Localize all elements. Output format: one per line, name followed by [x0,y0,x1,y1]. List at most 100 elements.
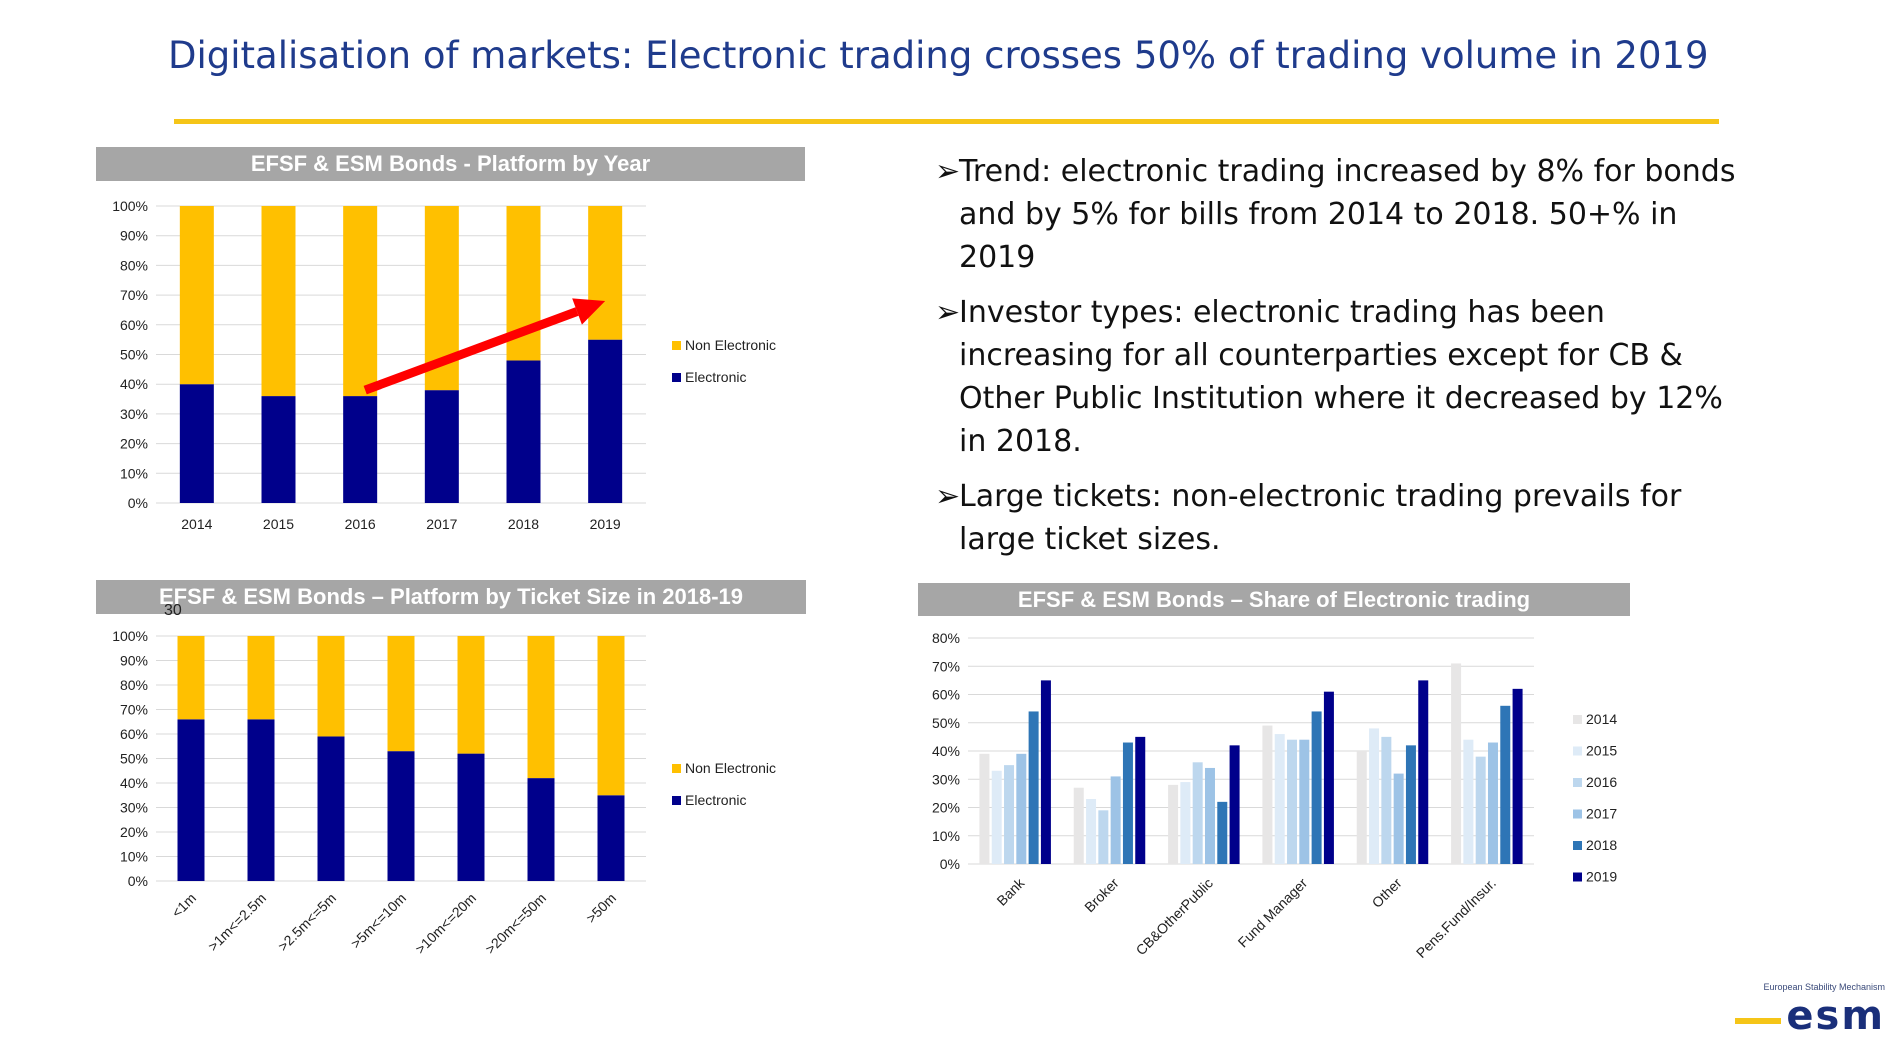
legend-label: 2017 [1586,806,1617,822]
y-tick-label: 40% [932,743,960,759]
legend-swatch [1573,778,1582,787]
arrow-bullet-icon: ➢ [935,295,961,330]
bar [1192,762,1203,864]
bar [1204,767,1215,864]
bar [1418,680,1429,864]
trend-arrow-head [572,298,606,325]
bar [1016,753,1027,864]
y-tick-label: 90% [120,653,148,669]
platform-by-ticket-size-chart: 0% 10% 20% 30% 40% 50% 60% 70% 80% 90% 100% <1m >1m<… [112,602,776,957]
y-tick-label: 20% [120,824,148,840]
bar [1451,663,1462,864]
bar [1098,810,1109,864]
legend-swatch [1573,841,1582,850]
legend-swatch [672,341,681,350]
y-tick-label: 20% [120,436,148,452]
x-tick-label: >10m<=20m [412,890,479,957]
y-tick-label: 10% [120,465,148,481]
legend-label: Non Electronic [685,337,776,353]
y-tick-label: 0% [128,873,148,889]
bar [1323,691,1334,864]
slide-title: Digitalisation of markets: Electronic tr… [168,34,1709,77]
stray-label: 30 [164,602,182,619]
bar-segment [597,636,625,796]
bar-segment [247,719,275,881]
y-tick-label: 100% [112,198,148,214]
y-tick-label: 60% [120,317,148,333]
bar [1262,725,1273,864]
bar [1287,739,1298,864]
bar-segment [457,753,485,881]
legend-label: 2016 [1586,774,1617,790]
bar [1393,773,1404,864]
x-tick-label: Pens.Fund/Insur. [1413,875,1499,961]
x-tick-label: Other [1369,875,1405,911]
y-tick-label: 90% [120,228,148,244]
y-tick-label: 30% [932,771,960,787]
legend-label: 2018 [1586,837,1617,853]
bar-segment [387,751,415,881]
x-tick-label: CB&OtherPublic [1133,875,1216,958]
bar [1512,688,1523,864]
legend-swatch [672,796,681,805]
bullet-large-tickets: ➢ Large tickets: non-electronic trading … [935,475,1755,561]
y-tick-label: 50% [120,347,148,363]
bar [1381,736,1392,864]
y-tick-label: 70% [932,658,960,674]
bar-segment [179,206,214,385]
legend-swatch [1573,746,1582,756]
bar [1463,739,1474,864]
year-chart-header: EFSF & ESM Bonds - Platform by Year [96,147,805,181]
logo-accent-bar [1735,1018,1781,1024]
x-tick-label: 2016 [345,516,376,532]
title-rule [174,119,1719,124]
bar [1040,680,1051,864]
bar [1217,801,1228,864]
bar [1299,739,1310,864]
y-tick-label: 10% [932,828,960,844]
bar [1229,745,1240,864]
x-tick-label: <1m [168,890,199,921]
bar-segment [317,636,345,737]
y-tick-label: 0% [940,856,960,872]
trend-arrow-shaft [363,307,579,395]
legend-label: Electronic [685,792,746,808]
x-tick-label: 2018 [508,516,539,532]
bar [979,753,990,864]
bar [1405,745,1416,864]
bullet-investor-types: ➢ Investor types: electronic trading has… [935,291,1755,463]
bar [1487,742,1498,864]
bar [1180,782,1191,864]
y-tick-label: 0% [128,495,148,511]
y-tick-label: 10% [120,849,148,865]
bar [1500,705,1511,864]
legend-label: Non Electronic [685,760,776,776]
bar-segment [387,636,415,752]
bar [1274,734,1285,864]
ticket-chart-header: EFSF & ESM Bonds – Platform by Ticket Si… [96,580,806,614]
y-tick-label: 60% [120,726,148,742]
legend-label: Electronic [685,369,746,385]
bar-segment [247,636,275,720]
bar [1028,711,1039,864]
logo-caption: European Stability Mechanism [1763,982,1885,992]
bar [1369,728,1380,864]
bar-segment [527,636,555,779]
bar-segment [343,396,378,503]
bullet-trend: ➢ Trend: electronic trading increased by… [935,150,1755,279]
x-tick-label: Fund Manager [1235,875,1311,951]
legend-label: 2015 [1586,743,1617,759]
arrow-bullet-icon: ➢ [935,479,961,514]
bar [1356,751,1367,864]
y-tick-label: 70% [120,702,148,718]
y-tick-label: 60% [932,687,960,703]
bar [1073,787,1084,864]
bar-segment [177,719,205,881]
y-tick-label: 70% [120,287,148,303]
bar-segment [506,360,541,503]
bar-segment [424,390,459,503]
x-tick-label: 2015 [263,516,294,532]
bar-segment [177,636,205,720]
arrow-bullet-icon: ➢ [935,154,961,189]
y-tick-label: 50% [120,751,148,767]
